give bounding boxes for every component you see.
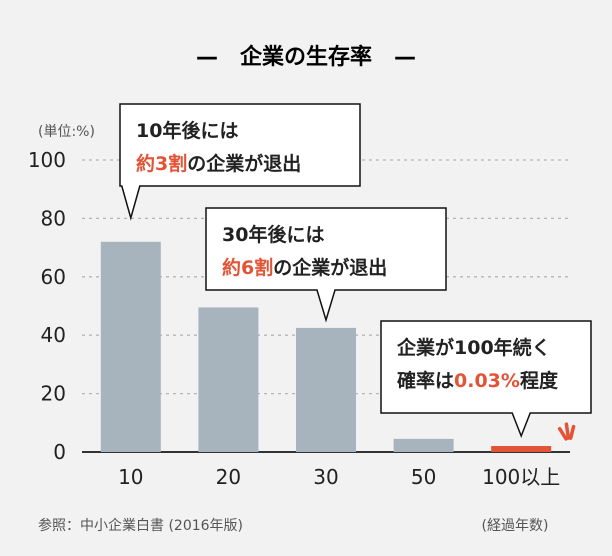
callout-highlight: 約6割 xyxy=(222,256,273,279)
callout-text: 企業が100年続く xyxy=(396,336,551,359)
bars xyxy=(100,241,552,452)
callout-text-rest: の企業が退出 xyxy=(273,256,387,279)
chart-title: — 企業の生存率 — xyxy=(196,44,416,70)
callout-text: 10年後には xyxy=(136,119,238,142)
unit-label: (単位:%) xyxy=(38,124,95,140)
y-tick-label: 0 xyxy=(53,440,66,464)
callout-box xyxy=(205,207,447,323)
callout-text-prefix: 確率は xyxy=(397,369,454,392)
y-tick-label: 20 xyxy=(41,382,66,406)
callout-highlight: 約3割 xyxy=(136,152,187,175)
callout-text-rest: の企業が退出 xyxy=(187,152,301,175)
source-note: 参照：中小企業白書 (2016年版) xyxy=(38,517,243,534)
callout-box xyxy=(119,103,361,221)
x-tick-label: 20 xyxy=(216,465,241,489)
x-tick-label: 10 xyxy=(118,465,143,489)
emphasis-line xyxy=(568,424,576,440)
callout-highlight: 0.03% xyxy=(454,370,520,392)
bar-10 xyxy=(100,241,161,452)
bar-50 xyxy=(393,438,454,452)
callouts: 10年後には約3割の企業が退出30年後には約6割の企業が退出企業が100年続く確… xyxy=(119,103,592,439)
callout-text: 確率は0.03%程度 xyxy=(397,369,559,392)
emphasis-line xyxy=(557,426,568,441)
x-tick-label: 100以上 xyxy=(482,465,560,489)
emphasis-line xyxy=(564,422,571,440)
callout-text: 約6割の企業が退出 xyxy=(222,256,387,279)
emphasis-marks-icon xyxy=(557,422,576,441)
y-tick-label: 100 xyxy=(28,148,66,172)
y-axis-ticks: 0 20 40 60 80 100 xyxy=(28,148,66,464)
y-tick-label: 40 xyxy=(41,323,66,347)
x-tick-label: 30 xyxy=(313,465,338,489)
callout-text-rest: 程度 xyxy=(520,369,559,392)
y-tick-label: 60 xyxy=(41,265,66,289)
callout-box xyxy=(380,320,592,439)
bar-20 xyxy=(198,307,259,452)
callout-text: 約3割の企業が退出 xyxy=(136,152,301,175)
y-tick-label: 80 xyxy=(41,206,66,230)
x-tick-label: 50 xyxy=(411,465,436,489)
x-axis-ticks: 10 20 30 50 100以上 xyxy=(118,465,560,489)
callout-text: 30年後には xyxy=(222,223,324,246)
x-axis-label: (経過年数) xyxy=(482,518,549,534)
bar-100以上 xyxy=(491,446,552,452)
bar-30 xyxy=(296,327,356,452)
